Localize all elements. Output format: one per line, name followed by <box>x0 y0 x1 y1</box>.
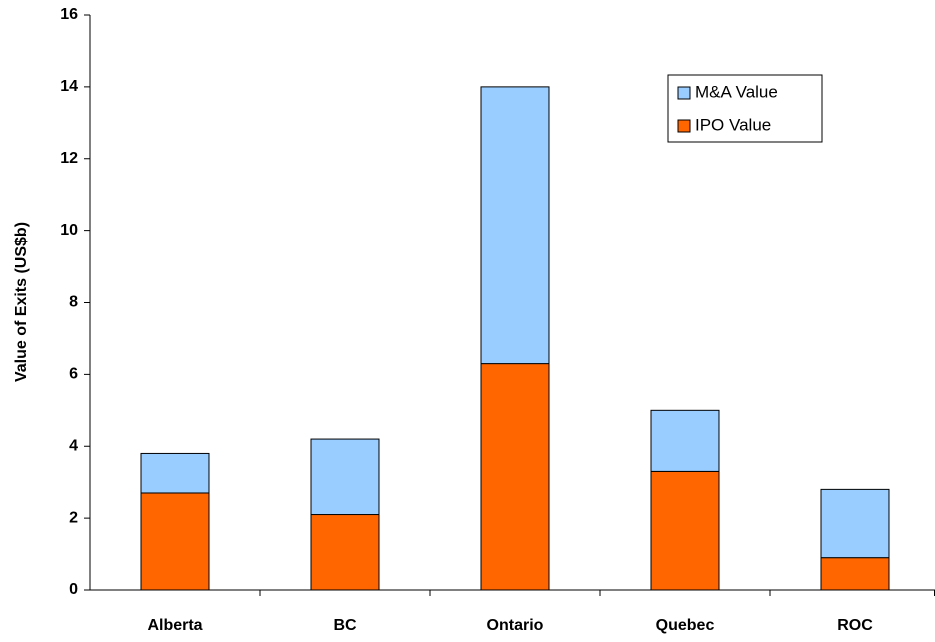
bar-segment <box>480 86 550 365</box>
x-tick-label: ROC <box>837 617 873 634</box>
y-axis-label: Value of Exits (US$b) <box>13 222 30 382</box>
bar-segment <box>650 409 720 472</box>
x-tick-label: Alberta <box>147 617 202 634</box>
bar-segment <box>480 363 550 591</box>
bar-segment <box>140 492 210 591</box>
y-tick-label: 16 <box>60 6 78 23</box>
x-tick-label: BC <box>333 617 357 634</box>
x-tick-label: Ontario <box>487 617 544 634</box>
legend-swatch <box>677 86 691 100</box>
bar-segment <box>310 438 380 516</box>
bar-segment <box>650 470 720 591</box>
legend-label: M&A Value <box>695 82 778 101</box>
y-tick-label: 0 <box>69 581 78 598</box>
y-tick-label: 2 <box>69 509 78 526</box>
y-tick-label: 8 <box>69 294 78 311</box>
legend-swatch <box>677 119 691 133</box>
y-tick-label: 12 <box>60 150 78 167</box>
bar-segment <box>140 452 210 494</box>
y-tick-label: 14 <box>60 78 78 95</box>
bar-segment <box>820 557 890 591</box>
bar-segment <box>820 488 890 559</box>
y-tick-label: 4 <box>69 437 78 454</box>
legend-box <box>667 74 823 143</box>
bar-segment <box>310 514 380 591</box>
x-tick-label: Quebec <box>656 617 715 634</box>
y-tick-label: 10 <box>60 222 78 239</box>
legend-label: IPO Value <box>695 115 771 134</box>
y-tick-label: 6 <box>69 366 78 383</box>
